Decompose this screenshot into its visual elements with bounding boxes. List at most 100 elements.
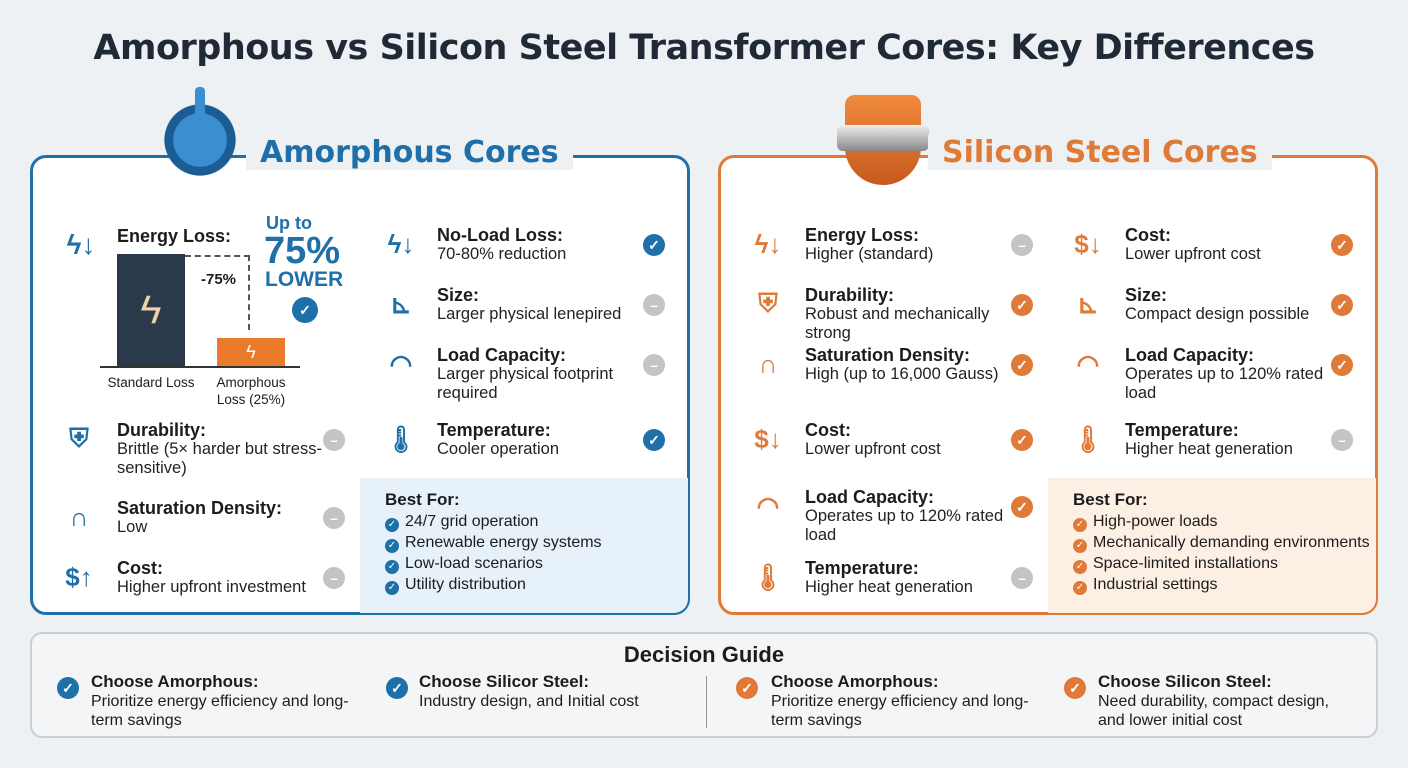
- item-desc: Cooler operation: [437, 440, 559, 458]
- item-title: Temperature:: [805, 558, 919, 578]
- amorphous-best-for: Best For:: [360, 478, 688, 613]
- page-title: Amorphous vs Silicon Steel Transformer C…: [93, 28, 1315, 68]
- item-desc: Higher heat generation: [1125, 440, 1293, 458]
- check-icon: ✓: [292, 297, 318, 323]
- best-for-text: 24/7 grid operation: [405, 513, 539, 530]
- item-title: Saturation Density:: [117, 498, 283, 518]
- bar-label-standard: Standard Loss: [107, 375, 195, 390]
- best-for-title: Best For:: [385, 490, 460, 509]
- item-title: Cost:: [805, 420, 851, 440]
- power-button-icon: [162, 87, 238, 185]
- item-desc: High (up to 16,000 Gauss): [805, 365, 999, 383]
- best-for-text: Mechanically demanding environments: [1093, 534, 1370, 551]
- gauge-icon: ◠: [756, 490, 780, 521]
- shield-check-icon: ⛨: [758, 288, 778, 318]
- minus-icon: –: [323, 429, 345, 451]
- thermometer-heat-icon: 🌡: [1071, 423, 1105, 454]
- amorphous-title: Amorphous Cores: [246, 135, 573, 170]
- bar-label-amorphous: Amorphous Loss (25%): [216, 375, 286, 407]
- minus-icon: –: [323, 507, 345, 529]
- check-icon: ✓: [385, 518, 399, 532]
- item-title: Temperature:: [1125, 420, 1239, 440]
- ruler-icon: ⊾: [1077, 288, 1099, 319]
- item-title: Durability:: [117, 420, 207, 440]
- best-for-item: ✓ Renewable energy systems: [385, 534, 602, 553]
- thermometer-heat-icon: 🌡: [751, 561, 785, 592]
- baseline: [100, 366, 300, 368]
- guide-item-title: Choose Silicon Steel:: [1098, 672, 1272, 691]
- guide-item-title: Choose Silicor Steel:: [419, 672, 590, 691]
- check-icon: ✓: [385, 560, 399, 574]
- check-icon: ✓: [386, 677, 408, 699]
- minus-icon: –: [1011, 567, 1033, 589]
- check-icon: ✓: [1073, 518, 1087, 532]
- ruler-icon: ⊾: [390, 288, 412, 319]
- guide-item-title: Choose Amorphous:: [91, 672, 259, 691]
- check-icon: ✓: [1073, 581, 1087, 595]
- item-title: Load Capacity:: [805, 487, 935, 507]
- check-icon: ✓: [1331, 234, 1353, 256]
- shield-steel-icon: [837, 95, 929, 185]
- lightning-down-icon: ϟ↓: [387, 228, 415, 259]
- reduction-label: -75%: [201, 271, 237, 288]
- item-desc: Larger physical lenepired: [437, 305, 622, 323]
- item-desc: Higher upfront investment: [117, 578, 306, 596]
- check-icon: ✓: [1073, 539, 1087, 553]
- lightning-down-icon: ϟ↓: [754, 228, 782, 259]
- item-desc: Low: [117, 518, 148, 536]
- gauge-icon: ◠: [1076, 348, 1100, 379]
- minus-icon: –: [323, 567, 345, 589]
- best-for-item: ✓ Low-load scenarios: [385, 555, 543, 574]
- check-icon: ✓: [57, 677, 79, 699]
- item-desc: Lower upfront cost: [1125, 245, 1261, 263]
- item-desc: Brittle (5× harder but stress-sensitive): [117, 440, 322, 477]
- best-for-text: Renewable energy systems: [405, 534, 602, 551]
- check-icon: ✓: [385, 581, 399, 595]
- item-title: Cost:: [1125, 225, 1171, 245]
- bar-amorphous-loss: ϟ: [217, 338, 285, 366]
- dashed-arrow: [185, 255, 250, 330]
- minus-icon: –: [643, 354, 665, 376]
- best-for-item: ✓ Utility distribution: [385, 576, 526, 595]
- decision-guide-title: Decision Guide: [623, 642, 785, 667]
- check-icon: ✓: [643, 429, 665, 451]
- lightning-down-icon: ϟ↓: [66, 229, 96, 260]
- best-for-text: Space-limited installations: [1093, 555, 1278, 572]
- check-icon: ✓: [1331, 354, 1353, 376]
- check-icon: ✓: [1011, 294, 1033, 316]
- guide-item-desc: Prioritize energy efficiency and long-te…: [91, 693, 349, 729]
- best-for-item: ✓ 24/7 grid operation: [385, 513, 538, 532]
- callout-value: 75%: [264, 230, 341, 272]
- item-desc: Higher heat generation: [805, 578, 973, 596]
- check-icon: ✓: [643, 234, 665, 256]
- thermometer-snow-icon: 🌡: [384, 423, 418, 454]
- check-icon: ✓: [1011, 429, 1033, 451]
- dollar-up-icon: $↑: [65, 561, 93, 592]
- dollar-down-icon: $↓: [754, 423, 782, 454]
- best-for-item: ✓ Space-limited installations: [1073, 555, 1278, 574]
- item-title: Energy Loss:: [805, 225, 920, 245]
- magnet-icon: ∩: [758, 348, 778, 379]
- item-title: Durability:: [805, 285, 895, 305]
- item-desc: Larger physical footprint required: [437, 365, 614, 402]
- best-for-text: Utility distribution: [405, 576, 526, 593]
- check-icon: ✓: [1331, 294, 1353, 316]
- item-desc: Compact design possible: [1125, 305, 1310, 323]
- check-icon: ✓: [1064, 677, 1086, 699]
- check-icon: ✓: [1011, 354, 1033, 376]
- shield-icon: ⛨: [69, 423, 89, 453]
- best-for-text: High-power loads: [1093, 513, 1218, 530]
- best-for-item: ✓ High-power loads: [1073, 513, 1218, 532]
- decision-guide: Decision Guide: [30, 632, 1378, 738]
- best-for-text: Industrial settings: [1093, 576, 1218, 593]
- item-desc: Lower upfront cost: [805, 440, 941, 458]
- item-title: Cost:: [117, 558, 163, 578]
- item-title: Size:: [437, 285, 480, 305]
- item-desc: Robust and mechanically strong: [805, 305, 990, 342]
- best-for-item: ✓ Mechanically demanding environments: [1073, 534, 1370, 553]
- magnet-icon: ∩: [69, 501, 89, 532]
- dollar-down-icon: $↓: [1074, 228, 1102, 259]
- silicon-best-for: Best For:: [1048, 478, 1376, 613]
- guide-item-desc: Prioritize energy efficiency and long-te…: [771, 693, 1029, 729]
- item-title: Saturation Density:: [805, 345, 971, 365]
